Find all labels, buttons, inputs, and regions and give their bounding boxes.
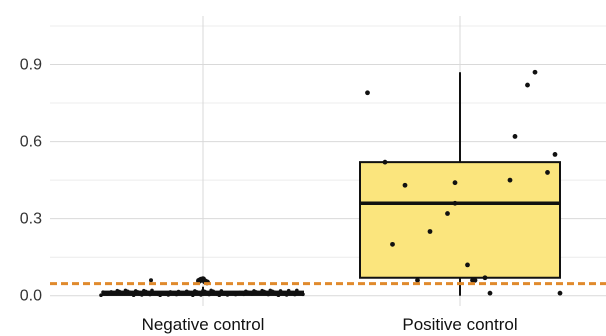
y-axis: 0.0 0.3 0.6 0.9	[20, 57, 42, 305]
negative-control-point	[268, 288, 273, 293]
positive-control-point	[532, 69, 538, 75]
positive-control-point	[445, 211, 450, 216]
y-tick-label: 0.6	[20, 134, 42, 151]
positive-control-point	[487, 290, 493, 296]
negative-control-point	[191, 293, 195, 298]
negative-control-point	[260, 288, 264, 293]
negative-control-point	[297, 290, 301, 295]
positive-control-point	[465, 262, 470, 268]
negative-control-point	[162, 291, 167, 295]
negative-control-point	[288, 290, 293, 295]
negative-control-point	[123, 288, 128, 293]
negative-control-point	[146, 291, 150, 296]
negative-control-point	[142, 288, 146, 293]
negative-control-point	[131, 293, 136, 298]
negative-control-point	[209, 288, 213, 293]
negative-control-point	[109, 290, 113, 294]
negative-control-point	[213, 291, 218, 296]
positive-control-point	[545, 170, 550, 175]
negative-control-point	[229, 290, 234, 295]
negative-control-point	[137, 292, 142, 296]
negative-control-point	[199, 293, 203, 297]
negative-control-point	[176, 289, 181, 294]
positive-control-point	[557, 290, 563, 296]
positive-control-point	[525, 82, 530, 88]
negative-control-point	[266, 292, 271, 297]
negative-control-point	[99, 293, 103, 298]
positive-control-point	[507, 177, 513, 183]
y-tick-label: 0.9	[20, 57, 42, 74]
box-iqr	[359, 161, 561, 279]
positive-control-point	[390, 241, 395, 247]
negative-control-point	[221, 291, 226, 295]
negative-control-point	[133, 289, 138, 293]
y-tick-label: 0.3	[20, 211, 42, 228]
negative-control-point	[168, 290, 173, 294]
negative-control-point	[101, 290, 105, 294]
y-tick-label: 0.0	[20, 288, 42, 305]
points	[99, 69, 563, 298]
negative-control-point	[154, 291, 158, 296]
positive-control-point	[382, 159, 388, 165]
boxes	[102, 72, 561, 296]
negative-control-point	[274, 292, 279, 297]
positive-control-point	[482, 275, 488, 281]
negative-control-point	[150, 288, 154, 293]
negative-control-point	[149, 278, 153, 283]
x-category-label: Positive control	[402, 315, 517, 334]
negative-control-point	[193, 289, 197, 293]
positive-control-point	[427, 229, 433, 234]
positive-control-point	[365, 90, 370, 96]
positive-control-point	[452, 200, 458, 206]
negative-control-point	[282, 292, 287, 296]
negative-control-point	[237, 290, 242, 295]
negative-control-point	[278, 289, 283, 293]
negative-control-point	[184, 289, 189, 294]
negative-control-point	[207, 292, 211, 297]
negative-control-point	[201, 288, 205, 293]
positive-control-point	[415, 277, 420, 283]
x-category-label: Negative control	[142, 315, 265, 334]
negative-control-point	[244, 289, 248, 294]
positive-control-point	[552, 152, 558, 157]
x-axis: Negative control Positive control	[142, 315, 518, 334]
positive-control-point	[402, 182, 408, 188]
positive-control-point	[452, 180, 458, 186]
positive-control-point	[512, 134, 518, 139]
box-1	[359, 72, 561, 296]
positive-control-point	[472, 277, 478, 283]
negative-control-point	[252, 289, 256, 293]
negative-control-point	[115, 288, 120, 293]
